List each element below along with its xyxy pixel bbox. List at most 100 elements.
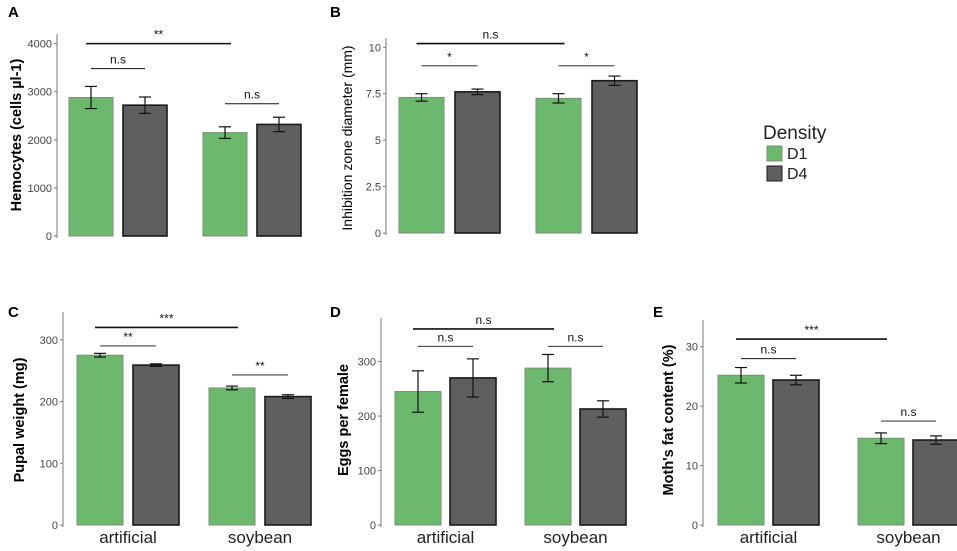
bar-d1-group-1 xyxy=(398,96,445,234)
bar-d1-group-1 xyxy=(717,374,765,526)
y-tick-label: 200 xyxy=(358,411,376,423)
error-bar xyxy=(467,358,479,398)
significance-bracket: *** xyxy=(95,311,238,329)
error-bar xyxy=(139,96,151,114)
error-bar xyxy=(790,374,802,386)
x-category-label-artificial: artificial xyxy=(99,528,157,547)
y-tick-label: 20 xyxy=(686,401,698,413)
y-tick-label: 300 xyxy=(40,335,58,347)
significance-bracket: * xyxy=(558,50,615,67)
legend: Density D1 D4 xyxy=(763,123,827,183)
significance-bracket: * xyxy=(421,50,478,67)
significance-label: n.s xyxy=(437,330,453,344)
bar-d4-group-2 xyxy=(256,123,302,237)
significance-bracket: n.s xyxy=(881,405,936,422)
bar-d4-group-2 xyxy=(579,408,627,526)
error-bar xyxy=(282,394,294,400)
y-tick-label: 0 xyxy=(46,231,52,243)
significance-bracket: n.s xyxy=(91,53,145,70)
bar-d4-group-2 xyxy=(912,439,957,526)
error-bar xyxy=(94,352,106,358)
y-tick-label: 0 xyxy=(370,520,376,532)
x-category-label-artificial: artificial xyxy=(417,528,475,547)
bar-d1-group-1 xyxy=(394,391,442,526)
bar-d1-group-2 xyxy=(535,97,582,234)
significance-label: ** xyxy=(255,359,265,373)
y-tick-label: 10 xyxy=(369,42,381,54)
significance-label: n.s xyxy=(244,88,260,102)
bar-d1-group-2 xyxy=(202,132,248,237)
significance-label: n.s xyxy=(110,53,126,67)
error-bar xyxy=(415,93,428,102)
error-bar xyxy=(552,93,565,104)
significance-bracket: n.s xyxy=(416,28,565,45)
panel-letter-e: E xyxy=(653,304,663,321)
bar-d4-group-1 xyxy=(132,364,180,526)
y-axis-label: Inhibition zone diameter (mm) xyxy=(339,45,355,230)
legend-label-d1: D1 xyxy=(787,146,808,163)
significance-bracket: ** xyxy=(86,28,231,45)
x-category-label-soybean: soybean xyxy=(876,528,940,547)
error-bar xyxy=(608,75,621,86)
error-bar xyxy=(219,126,231,139)
significance-bracket: n.s xyxy=(418,330,473,347)
significance-label: n.s xyxy=(482,28,498,42)
y-tick-label: 200 xyxy=(40,397,58,409)
significance-bracket: n.s xyxy=(413,313,554,330)
error-bar xyxy=(226,385,238,391)
legend-swatch-d1 xyxy=(766,145,783,162)
significance-label: *** xyxy=(804,323,818,337)
significance-label: * xyxy=(584,50,589,64)
y-tick-label: 0 xyxy=(375,228,381,240)
y-tick-label: 300 xyxy=(358,357,376,369)
error-bar xyxy=(85,85,97,110)
significance-label: *** xyxy=(159,311,173,325)
bar-d1-group-1 xyxy=(76,354,124,526)
error-bar xyxy=(930,435,942,445)
y-tick-label: 1000 xyxy=(28,183,52,195)
bar-d4-group-1 xyxy=(122,104,168,237)
y-tick-label: 100 xyxy=(40,458,58,470)
y-tick-label: 0 xyxy=(52,520,58,532)
error-bar xyxy=(150,363,162,367)
x-category-label-artificial: artificial xyxy=(740,528,798,547)
x-category-label-soybean: soybean xyxy=(543,528,607,547)
significance-label: n.s xyxy=(900,405,916,419)
significance-bracket: ** xyxy=(100,330,156,347)
y-tick-label: 4000 xyxy=(28,39,52,51)
y-tick-label: 10 xyxy=(686,461,698,473)
significance-label: n.s xyxy=(760,343,776,357)
error-bar xyxy=(471,88,484,96)
bar-d1-group-2 xyxy=(857,437,905,526)
bar-d1-group-1 xyxy=(68,96,114,237)
error-bar xyxy=(875,432,887,445)
significance-bracket: n.s xyxy=(548,330,603,347)
bar-d4-group-2 xyxy=(591,79,638,234)
significance-label: * xyxy=(447,50,452,64)
bar-d1-group-2 xyxy=(524,367,572,526)
panel-b: B 0 2.5 5 7.5 10 Inhibition zone diameter (mm)… xyxy=(330,4,638,240)
y-tick-label: 30 xyxy=(686,342,698,354)
significance-label: n.s xyxy=(475,313,491,327)
y-tick-label: 100 xyxy=(358,466,376,478)
significance-label: ** xyxy=(154,28,164,42)
y-tick-label: 3000 xyxy=(28,87,52,99)
legend-label-d4: D4 xyxy=(787,166,808,183)
y-tick-label: 2.5 xyxy=(366,182,381,194)
significance-label: n.s xyxy=(567,330,583,344)
panel-letter-b: B xyxy=(330,4,341,21)
legend-title: Density xyxy=(763,123,827,144)
panel-letter-d: D xyxy=(330,304,341,321)
significance-bracket: n.s xyxy=(225,88,279,105)
y-axis-label: Hemocytes (cells µl-1) xyxy=(9,59,25,212)
significance-bracket: n.s xyxy=(741,343,796,360)
panel-d: D 0 100 200 300 Eggs per female n.s n.s n.s artif… xyxy=(330,304,627,547)
y-axis-label: Pupal weight (mg) xyxy=(12,357,28,482)
y-axis-label: Eggs per female xyxy=(336,364,352,476)
significance-label: ** xyxy=(123,330,133,344)
bar-d4-group-2 xyxy=(264,395,312,526)
legend-swatch-d4 xyxy=(766,165,783,182)
